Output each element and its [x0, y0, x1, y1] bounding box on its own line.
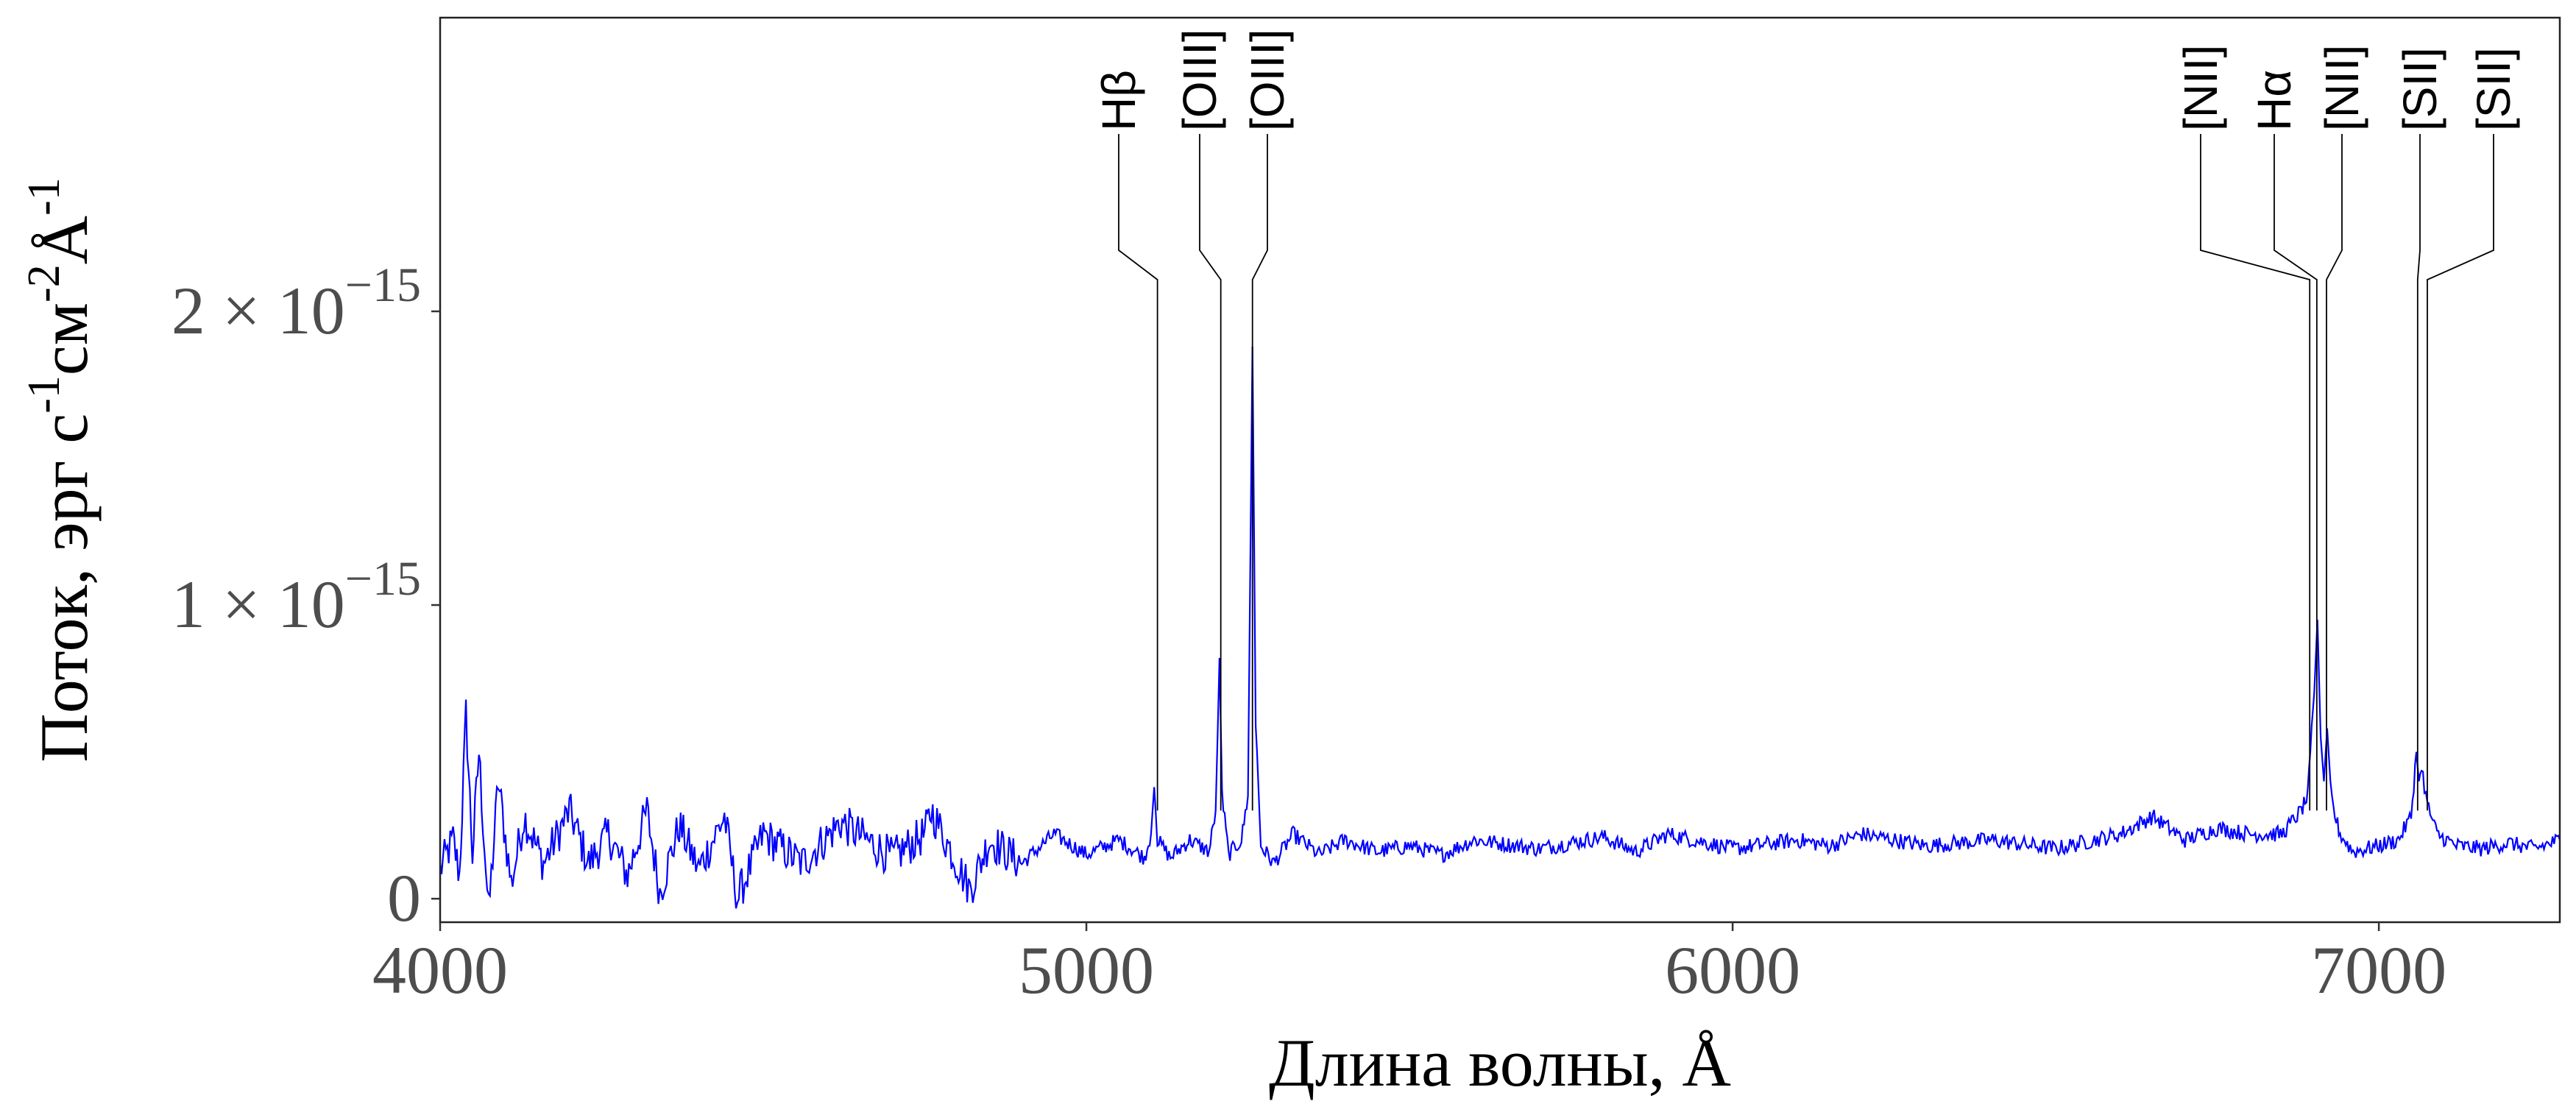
annotation-leader-line: [2427, 134, 2494, 811]
annotation-leader-line: [2200, 134, 2311, 811]
annotation-leader-line: [2416, 134, 2421, 811]
y-axis-title: Поток, эрг с-1см-2Å-1: [19, 177, 102, 762]
emission-line-label: [OIII]: [1241, 29, 1294, 131]
annotation-leader-line: [1118, 134, 1158, 811]
annotation-leader-line: [2326, 134, 2343, 811]
x-tick-label: 4000: [372, 933, 508, 1008]
x-tick-label: 5000: [1019, 933, 1154, 1008]
emission-line-label: [SII]: [2467, 47, 2520, 131]
emission-line-label: Hα: [2248, 70, 2301, 131]
emission-line-label: Hβ: [1092, 70, 1145, 131]
x-axis-title: Длина волны, Å: [1269, 1025, 1731, 1100]
x-tick-label: 7000: [2311, 933, 2446, 1008]
x-axis: 4000 5000 6000 7000: [372, 922, 2446, 1008]
plot-frame: [439, 16, 2561, 924]
emission-line-label: [OIII]: [1173, 29, 1226, 131]
annotation-leader-line: [2274, 134, 2318, 811]
emission-line-label: [NII]: [2174, 45, 2227, 131]
emission-line-label: [NII]: [2315, 45, 2368, 131]
line-annotations: Hβ [OIII] [OIII] [NII] Hα [NII] [SII] [SII]: [1092, 29, 2520, 811]
annotation-leader-line: [1199, 134, 1222, 811]
x-tick-label: 6000: [1665, 933, 1800, 1008]
annotation-leader-line: [1251, 134, 1268, 811]
plot-area: [440, 346, 2560, 909]
y-tick-label: 0: [387, 860, 421, 935]
spectrum-line: [440, 346, 2560, 909]
emission-line-label: [SII]: [2393, 47, 2446, 131]
